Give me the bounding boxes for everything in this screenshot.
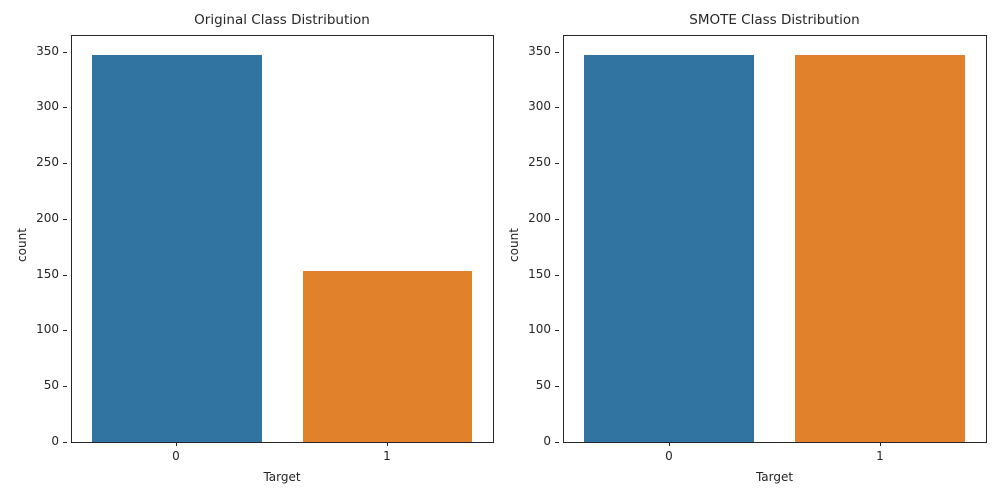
bar-class-0: [92, 55, 262, 442]
original-distribution-panel: Original Class Distribution count 0 50 1…: [15, 12, 494, 484]
bar-class-1: [795, 55, 965, 442]
x-axis-label: Target: [755, 470, 794, 484]
bar-class-1: [303, 271, 472, 442]
smote-distribution-panel: SMOTE Class Distribution count 0 50 100 …: [492, 0, 992, 500]
y-axis-label: count: [15, 228, 29, 262]
plot-area: [563, 35, 987, 443]
y-axis-label: count: [507, 228, 521, 262]
plot-area: [71, 35, 494, 443]
chart-title: Original Class Distribution: [194, 12, 370, 28]
chart-title: SMOTE Class Distribution: [689, 12, 860, 28]
bar-class-0: [584, 55, 754, 442]
x-axis-label: Target: [263, 470, 301, 484]
